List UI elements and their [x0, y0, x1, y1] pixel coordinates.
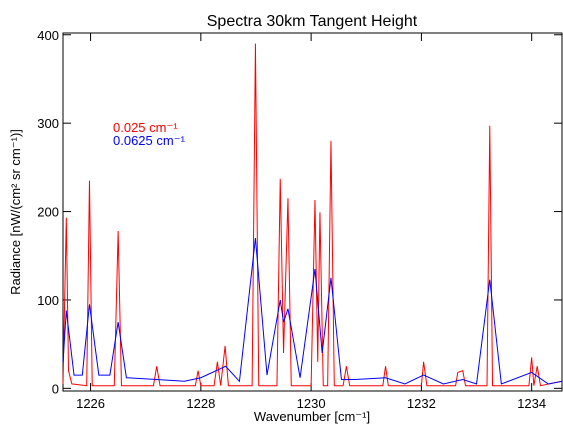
x-tick-label: 1234 — [517, 396, 546, 411]
y-axis-label: Radiance [nW/(cm² sr cm⁻¹)] — [8, 129, 23, 295]
x-tick-label: 1230 — [297, 396, 326, 411]
x-tick-label: 1228 — [186, 396, 215, 411]
y-tick-label: 200 — [37, 205, 59, 220]
spectrum-line — [62, 43, 563, 387]
y-tick-label: 100 — [37, 293, 59, 308]
y-tick-label: 300 — [37, 116, 59, 131]
legend-label: 0.025 cm⁻¹ — [113, 120, 178, 135]
y-tick-label: 400 — [37, 28, 59, 43]
legend-label: 0.0625 cm⁻¹ — [113, 133, 186, 148]
x-tick-label: 1226 — [76, 396, 105, 411]
y-tick-label: 0 — [52, 381, 59, 396]
x-axis-label: Wavenumber [cm⁻¹] — [254, 409, 370, 424]
chart-title: Spectra 30km Tangent Height — [207, 13, 418, 30]
spectrum-line — [62, 238, 563, 385]
x-tick-label: 1232 — [407, 396, 436, 411]
